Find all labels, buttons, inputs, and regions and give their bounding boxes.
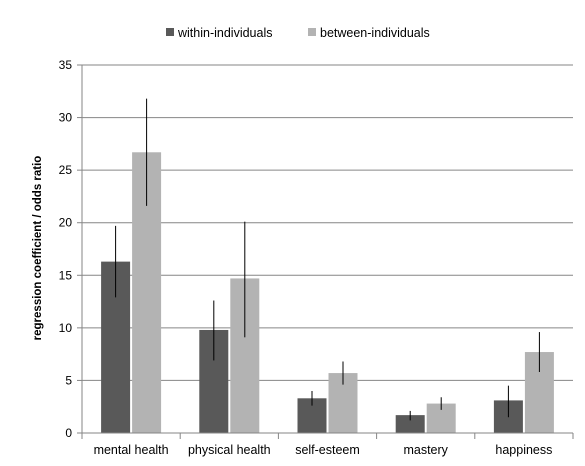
y-axis-title: regression coefficient / odds ratio (32, 156, 44, 341)
legend-swatch-between-individuals (308, 28, 316, 36)
y-tick-label: 25 (59, 163, 73, 177)
y-tick-label: 15 (59, 268, 73, 282)
legend-label-within-individuals: within-individuals (177, 26, 273, 40)
legend: within-individuals between-individuals (166, 26, 430, 40)
error-bars (115, 98, 540, 421)
x-category-label: happiness (495, 443, 552, 457)
legend-label-between-individuals: between-individuals (320, 26, 430, 40)
gridlines (82, 64, 573, 381)
y-tick-labels: 0 5 10 15 20 25 30 35 (59, 58, 73, 440)
x-category-label: physical health (188, 443, 271, 457)
x-category-label: self-esteem (295, 443, 360, 457)
x-category-label: mastery (403, 443, 448, 457)
y-tick-label: 10 (59, 321, 73, 335)
bars (101, 152, 554, 434)
axes (77, 64, 574, 439)
x-category-labels: mental health physical health self-esteem m… (94, 443, 553, 457)
bar-within-individuals-mastery (395, 415, 425, 433)
y-tick-label: 5 (65, 373, 72, 387)
y-tick-label: 0 (65, 426, 72, 440)
legend-swatch-within-individuals (166, 28, 174, 36)
y-tick-label: 30 (59, 111, 73, 125)
x-category-label: mental health (94, 443, 169, 457)
y-tick-label: 35 (59, 58, 73, 72)
y-tick-label: 20 (59, 216, 73, 230)
